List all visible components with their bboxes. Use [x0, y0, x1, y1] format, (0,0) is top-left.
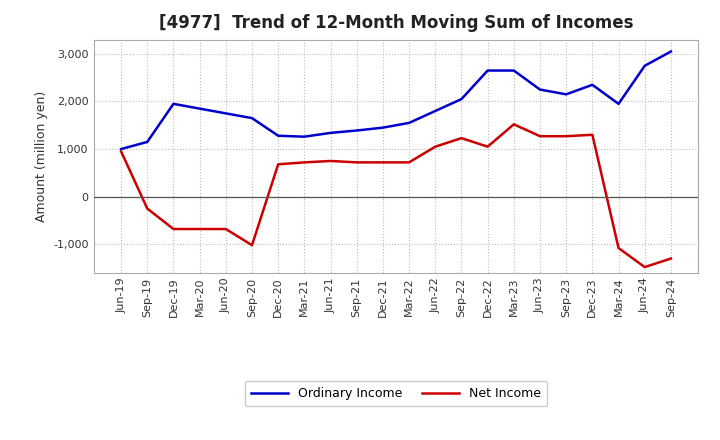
Ordinary Income	[222, 111, 230, 116]
Ordinary Income	[614, 101, 623, 106]
Ordinary Income	[667, 49, 675, 54]
Net Income	[274, 161, 282, 167]
Net Income	[588, 132, 597, 137]
Ordinary Income	[510, 68, 518, 73]
Ordinary Income	[405, 120, 413, 125]
Title: [4977]  Trend of 12-Month Moving Sum of Incomes: [4977] Trend of 12-Month Moving Sum of I…	[158, 15, 634, 33]
Net Income	[117, 149, 125, 154]
Ordinary Income	[248, 115, 256, 121]
Line: Ordinary Income: Ordinary Income	[121, 51, 671, 149]
Net Income	[431, 144, 440, 149]
Line: Net Income: Net Income	[121, 125, 671, 267]
Net Income	[483, 144, 492, 149]
Ordinary Income	[483, 68, 492, 73]
Ordinary Income	[117, 147, 125, 152]
Net Income	[169, 226, 178, 231]
Net Income	[300, 160, 309, 165]
Net Income	[195, 226, 204, 231]
Y-axis label: Amount (million yen): Amount (million yen)	[35, 91, 48, 222]
Ordinary Income	[431, 108, 440, 114]
Net Income	[510, 122, 518, 127]
Ordinary Income	[640, 63, 649, 68]
Ordinary Income	[536, 87, 544, 92]
Ordinary Income	[300, 134, 309, 139]
Net Income	[405, 160, 413, 165]
Net Income	[536, 134, 544, 139]
Ordinary Income	[379, 125, 387, 130]
Ordinary Income	[143, 139, 152, 145]
Net Income	[143, 206, 152, 211]
Ordinary Income	[562, 92, 570, 97]
Ordinary Income	[169, 101, 178, 106]
Net Income	[352, 160, 361, 165]
Net Income	[614, 246, 623, 251]
Net Income	[248, 242, 256, 248]
Ordinary Income	[326, 130, 335, 136]
Ordinary Income	[274, 133, 282, 138]
Ordinary Income	[195, 106, 204, 111]
Net Income	[457, 136, 466, 141]
Ordinary Income	[457, 96, 466, 102]
Net Income	[379, 160, 387, 165]
Ordinary Income	[352, 128, 361, 133]
Legend: Ordinary Income, Net Income: Ordinary Income, Net Income	[245, 381, 547, 407]
Net Income	[562, 134, 570, 139]
Ordinary Income	[588, 82, 597, 88]
Net Income	[222, 226, 230, 231]
Net Income	[667, 256, 675, 261]
Net Income	[640, 264, 649, 270]
Net Income	[326, 158, 335, 164]
